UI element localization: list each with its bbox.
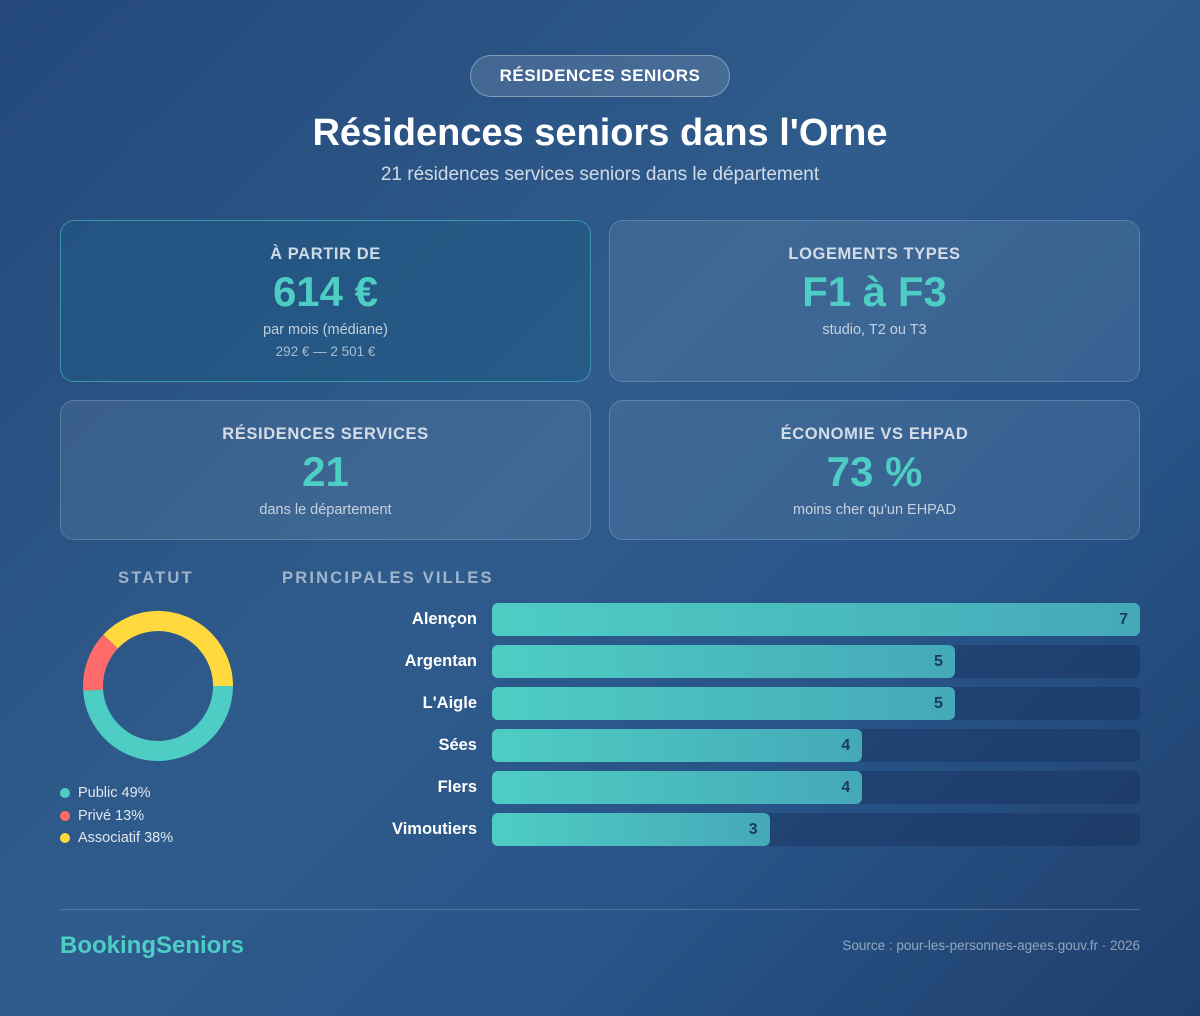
stat-card-price: À PARTIR DE 614 € par mois (médiane) 292… [60, 220, 591, 382]
bar: 4 [492, 771, 863, 804]
stat-desc: studio, T2 ou T3 [822, 322, 927, 338]
bar-row: Vimoutiers 3 [280, 813, 1140, 846]
legend-label: Associatif 38% [78, 830, 174, 847]
footer-divider [60, 909, 1140, 910]
bar-value-label: 5 [933, 695, 943, 712]
bar-category-label: Flers [437, 778, 477, 796]
legend-label: Public 49% [78, 785, 151, 802]
status-donut-chart [83, 611, 233, 761]
status-legend: Public 49% Privé 13% Associatif 38% [60, 782, 173, 850]
bar-category-label: Alençon [411, 610, 477, 628]
cities-bar-chart: Alençon 7 Argentan 5 L'Aigle 5 Sées 4 Flers 4 Vimo… [280, 603, 1140, 855]
bar-value-label: 4 [841, 737, 851, 754]
stat-label: À PARTIR DE [270, 245, 381, 263]
donut-slice-public [83, 685, 233, 761]
stat-card-housing: LOGEMENTS TYPES F1 à F3 studio, T2 ou T3 [609, 220, 1140, 382]
legend-item: Associatif 38% [60, 827, 173, 850]
legend-dot [60, 788, 70, 799]
bar-track: 5 [492, 645, 1140, 678]
bar: 3 [492, 813, 770, 846]
bar-track: 4 [492, 729, 1140, 762]
page-title: Résidences seniors dans l'Orne [312, 112, 888, 154]
bar-category-label: L'Aigle [422, 694, 477, 712]
stat-value: 21 [302, 448, 349, 495]
bar: 4 [492, 729, 863, 762]
donut-slice-privé [83, 634, 119, 691]
bar-category-label: Sées [438, 736, 477, 754]
legend-item: Public 49% [60, 782, 173, 805]
stat-desc: par mois (médiane) [263, 322, 388, 338]
stat-card-savings: ÉCONOMIE VS EHPAD 73 % moins cher qu'un … [609, 400, 1140, 540]
legend-dot [60, 833, 70, 844]
stat-label: RÉSIDENCES SERVICES [222, 425, 429, 443]
bar: 5 [492, 687, 955, 720]
bar-value-label: 3 [748, 821, 758, 838]
bar-row: Argentan 5 [280, 645, 1140, 678]
legend-dot [60, 810, 70, 821]
page-subtitle: 21 résidences services seniors dans le d… [380, 164, 820, 185]
stat-desc: moins cher qu'un EHPAD [793, 502, 956, 518]
stat-value: 73 % [826, 448, 923, 495]
bar-category-label: Argentan [404, 652, 477, 670]
bar-row: Flers 4 [280, 771, 1140, 804]
section-title-villes: PRINCIPALES VILLES [282, 569, 494, 587]
bar-track: 4 [492, 771, 1140, 804]
stat-label: LOGEMENTS TYPES [788, 245, 961, 263]
stat-card-residences: RÉSIDENCES SERVICES 21 dans le départeme… [60, 400, 591, 540]
bar-row: Alençon 7 [280, 603, 1140, 636]
donut-slice-associatif [103, 611, 233, 687]
legend-item: Privé 13% [60, 805, 173, 828]
bar: 5 [492, 645, 955, 678]
stat-label: ÉCONOMIE VS EHPAD [780, 425, 969, 443]
header-badge: RÉSIDENCES SENIORS [470, 55, 730, 97]
bar-category-label: Vimoutiers [392, 820, 477, 838]
bar-track: 7 [492, 603, 1140, 636]
bar-row: Sées 4 [280, 729, 1140, 762]
stat-value: F1 à F3 [802, 268, 947, 315]
stat-value: 614 € [272, 268, 379, 315]
source-note: Source : pour-les-personnes-agees.gouv.f… [842, 938, 1140, 953]
bar-track: 5 [492, 687, 1140, 720]
bar-value-label: 4 [841, 779, 851, 796]
brand-logo: BookingSeniors [60, 932, 245, 959]
bar-value-label: 5 [933, 653, 943, 670]
bar: 7 [492, 603, 1140, 636]
bar-row: L'Aigle 5 [280, 687, 1140, 720]
legend-label: Privé 13% [78, 807, 145, 824]
stat-range: 292 € — 2 501 € [275, 344, 376, 359]
stat-desc: dans le département [259, 502, 392, 518]
bar-track: 3 [492, 813, 1140, 846]
bar-value-label: 7 [1119, 611, 1128, 628]
section-title-statut: STATUT [118, 569, 194, 587]
